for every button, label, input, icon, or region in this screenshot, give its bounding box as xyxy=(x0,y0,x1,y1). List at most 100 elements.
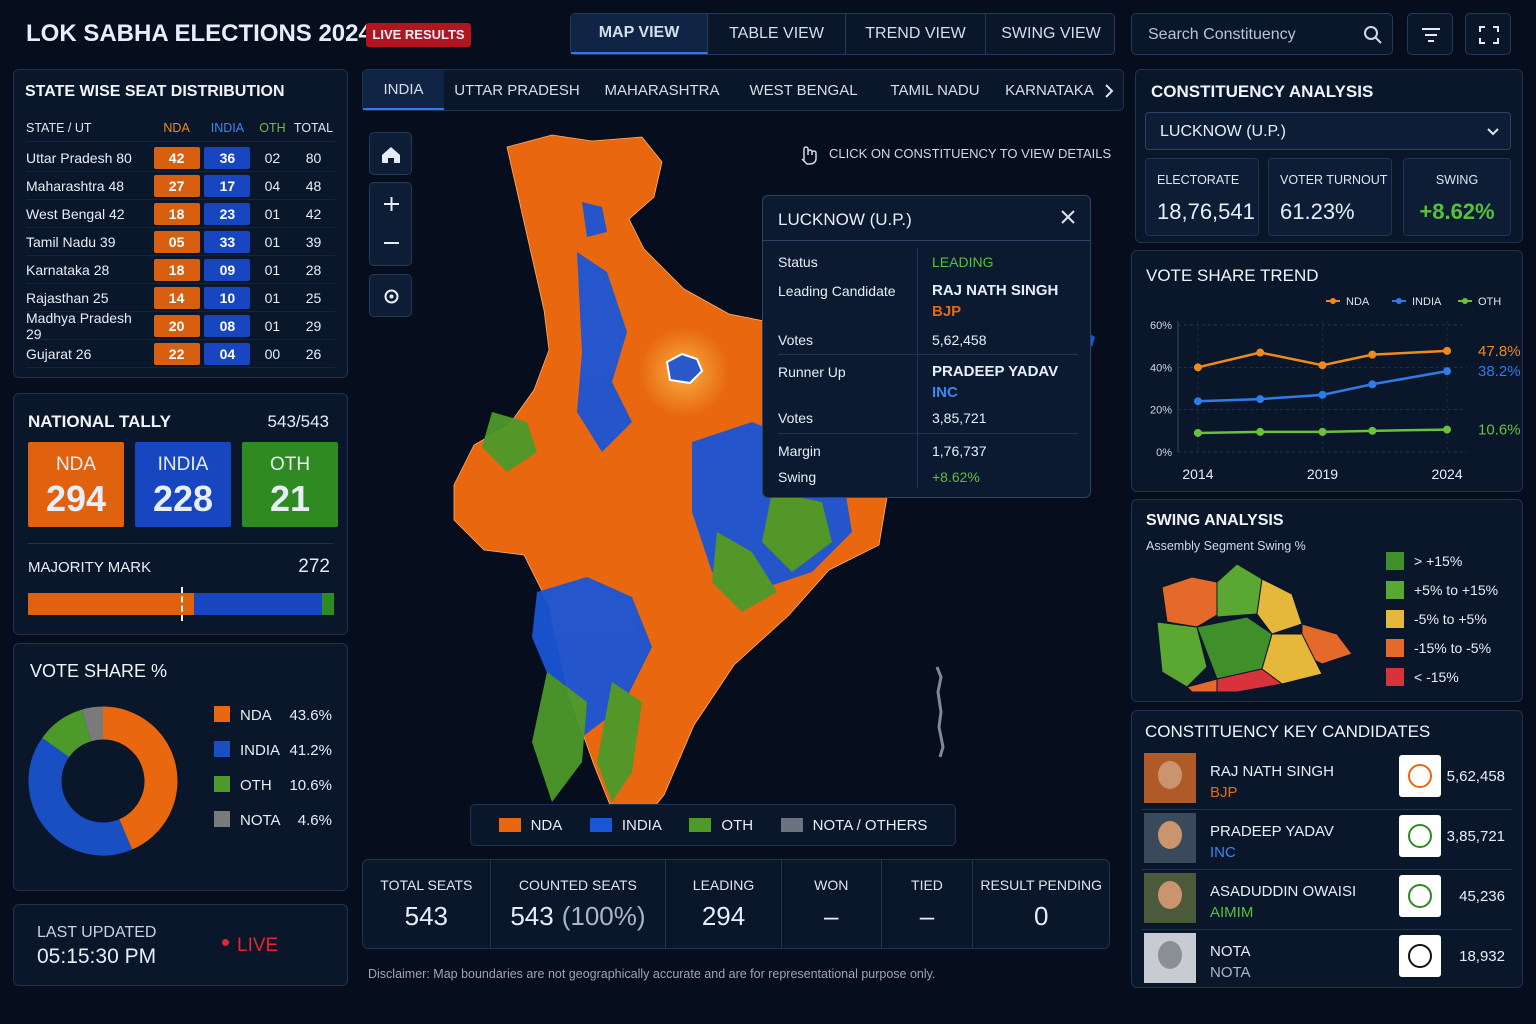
cell-value: 05 xyxy=(153,230,200,253)
column-header: TOTAL xyxy=(293,120,334,135)
table-cell: 22 xyxy=(151,342,202,365)
swing-swatch xyxy=(1386,610,1404,628)
table-cell: 29 xyxy=(292,318,335,334)
view-tab[interactable]: MAP VIEW xyxy=(571,14,708,54)
locate-button[interactable] xyxy=(369,274,412,317)
table-cell: 00 xyxy=(253,346,292,362)
legend-swatch xyxy=(780,818,803,832)
tally-box: INDIA 228 xyxy=(135,442,231,527)
tally-box: NDA 294 xyxy=(28,442,124,527)
view-tab[interactable]: TREND VIEW xyxy=(846,14,986,54)
selected-constituency: LUCKNOW (U.P.) xyxy=(1160,123,1286,140)
swing-label: -5% to +5% xyxy=(1414,611,1487,627)
search-box[interactable]: Search Constituency xyxy=(1131,13,1393,55)
table-cell: 01 xyxy=(253,290,292,306)
y-tick-label: 20% xyxy=(1150,405,1172,417)
legend-value: 10.6% xyxy=(289,777,332,794)
constituency-select[interactable]: LUCKNOW (U.P.) xyxy=(1145,112,1511,150)
legend-swatch xyxy=(214,811,230,827)
cell-value: 20 xyxy=(153,314,200,337)
table-row: Gujarat 26 22 04 00 26 xyxy=(26,340,335,368)
search-icon xyxy=(1364,26,1382,44)
legend-item: NOTA / OTHERS xyxy=(780,817,927,834)
cell-value: 27 xyxy=(153,174,200,197)
summary-value: 0 xyxy=(973,901,1109,932)
cell-value: 42 xyxy=(305,205,322,222)
region-tab[interactable]: MAHARASHTRA xyxy=(604,81,720,99)
legend-item: INDIA xyxy=(589,816,662,834)
party-symbol xyxy=(1399,935,1441,977)
legend-swatch xyxy=(214,776,230,792)
legend-label: NDA xyxy=(240,707,272,724)
region-tab[interactable]: KARNATAKA xyxy=(1005,81,1094,99)
tally-box: OTH 21 xyxy=(242,442,338,527)
live-badge: LIVE RESULTS xyxy=(366,23,471,47)
column-header: STATE / UT xyxy=(26,120,92,135)
legend-label: OTH xyxy=(1478,296,1501,308)
summary-value: 543 (100%) xyxy=(491,901,666,932)
disclaimer: Disclaimer: Map boundaries are not geogr… xyxy=(368,967,936,981)
table-cell: 36 xyxy=(202,146,253,169)
zoom-buttons[interactable] xyxy=(369,182,412,266)
tabs-next[interactable] xyxy=(1103,83,1115,99)
map-hint: CLICK ON CONSTITUENCY TO VIEW DETAILS xyxy=(829,146,1112,161)
legend-swatch xyxy=(214,741,230,757)
end-label: 47.8% xyxy=(1478,343,1521,360)
region-tab[interactable]: INDIA xyxy=(363,70,444,110)
popup-title: LUCKNOW (U.P.) xyxy=(778,210,912,229)
highlighted-constituency[interactable] xyxy=(665,352,704,385)
state-table-panel: STATE WISE SEAT DISTRIBUTION STATE / UT N… xyxy=(13,69,348,378)
table-cell: 18 xyxy=(151,202,202,225)
table-header: STATE / UT NDA INDIA OTH TOTAL xyxy=(26,114,335,142)
filter-button[interactable] xyxy=(1407,13,1453,55)
region-tab[interactable]: WEST BENGAL xyxy=(749,81,858,99)
swing-label: < -15% xyxy=(1414,669,1459,685)
table-cell: 08 xyxy=(202,314,253,337)
popup-close[interactable] xyxy=(1061,210,1075,224)
summary-value: – xyxy=(782,901,881,932)
swing-swatch xyxy=(1386,639,1404,657)
home-button[interactable] xyxy=(369,132,412,175)
popup-votes: 5,62,458 xyxy=(932,332,987,348)
candidate-name: PRADEEP YADAV xyxy=(1210,823,1334,840)
donut-segment xyxy=(81,706,104,742)
panel-title: NATIONAL TALLY xyxy=(28,412,171,431)
trend-panel: VOTE SHARE TREND 0% 20% 40% 60% 2014 2019 2024… xyxy=(1131,250,1523,492)
fullscreen-button[interactable] xyxy=(1465,13,1511,55)
summary-label: TIED xyxy=(911,877,943,893)
popup-runner-party: INC xyxy=(932,384,958,401)
table-cell: 27 xyxy=(151,174,202,197)
cell-value: 08 xyxy=(204,314,251,337)
cell-value: 29 xyxy=(305,317,322,334)
view-tab[interactable]: TABLE VIEW xyxy=(708,14,846,54)
view-tab[interactable]: SWING VIEW xyxy=(1001,25,1101,42)
party-symbol xyxy=(1399,755,1441,797)
table-cell: 01 xyxy=(253,206,292,222)
region-tab[interactable]: TAMIL NADU xyxy=(890,81,980,99)
legend-value: 4.6% xyxy=(298,812,332,829)
swing-map xyxy=(1156,563,1353,692)
summary-number: – xyxy=(919,901,935,931)
y-tick-label: 0% xyxy=(1156,447,1172,459)
table-cell: Tamil Nadu 39 xyxy=(26,234,151,250)
table-cell: 42 xyxy=(151,146,202,169)
region-tab[interactable]: UTTAR PRADESH xyxy=(454,81,580,99)
stat-value: +8.62% xyxy=(1419,199,1495,224)
cell-value: 00 xyxy=(264,345,281,362)
popup-margin: 1,76,737 xyxy=(932,443,987,459)
cell-value: 23 xyxy=(204,202,251,225)
table-cell: 39 xyxy=(292,234,335,250)
table-cell: 26 xyxy=(292,346,335,362)
table-row: Tamil Nadu 39 05 33 01 39 xyxy=(26,228,335,256)
popup-status: LEADING xyxy=(932,254,994,270)
legend-swatch xyxy=(498,818,521,832)
stat-label: VOTER TURNOUT xyxy=(1280,173,1388,187)
cell-value: Uttar Pradesh 80 xyxy=(26,149,132,166)
cell-value: 01 xyxy=(264,289,281,306)
table-cell: 48 xyxy=(292,178,335,194)
popup-label: Votes xyxy=(778,410,814,426)
donut-segment xyxy=(28,737,133,856)
table-cell: 01 xyxy=(253,262,292,278)
legend-label: INDIA xyxy=(621,816,662,834)
